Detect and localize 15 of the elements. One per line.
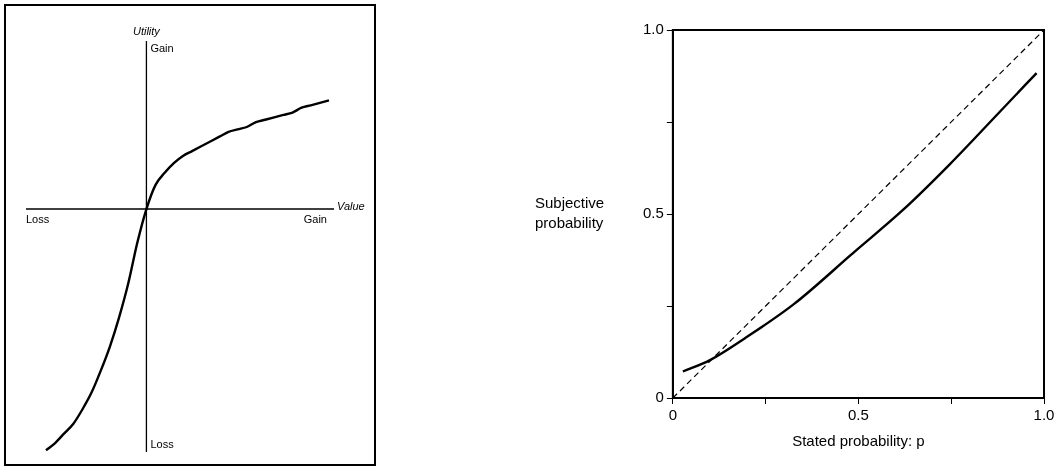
annotation: Gain — [303, 212, 327, 225]
x-axis-title: Value — [337, 200, 365, 213]
annotation: Loss — [26, 212, 50, 225]
y-tick-label: 0 — [655, 388, 664, 406]
y-axis-title: Utility — [132, 24, 162, 37]
x-axis-title: Stated probability: p — [792, 431, 925, 449]
x-tick-label: 0.5 — [848, 406, 869, 424]
x-tick-label: 1.0 — [1033, 406, 1055, 424]
line-series — [681, 71, 1038, 373]
x-tick-label: 0 — [668, 406, 678, 424]
text: Gain — [150, 41, 174, 54]
y-tick-label: 1.0 — [642, 20, 664, 38]
y-tick-label: 0.5 — [642, 204, 664, 222]
annotation: Loss — [150, 437, 175, 450]
y-axis-title: Subjective probability — [535, 194, 605, 232]
